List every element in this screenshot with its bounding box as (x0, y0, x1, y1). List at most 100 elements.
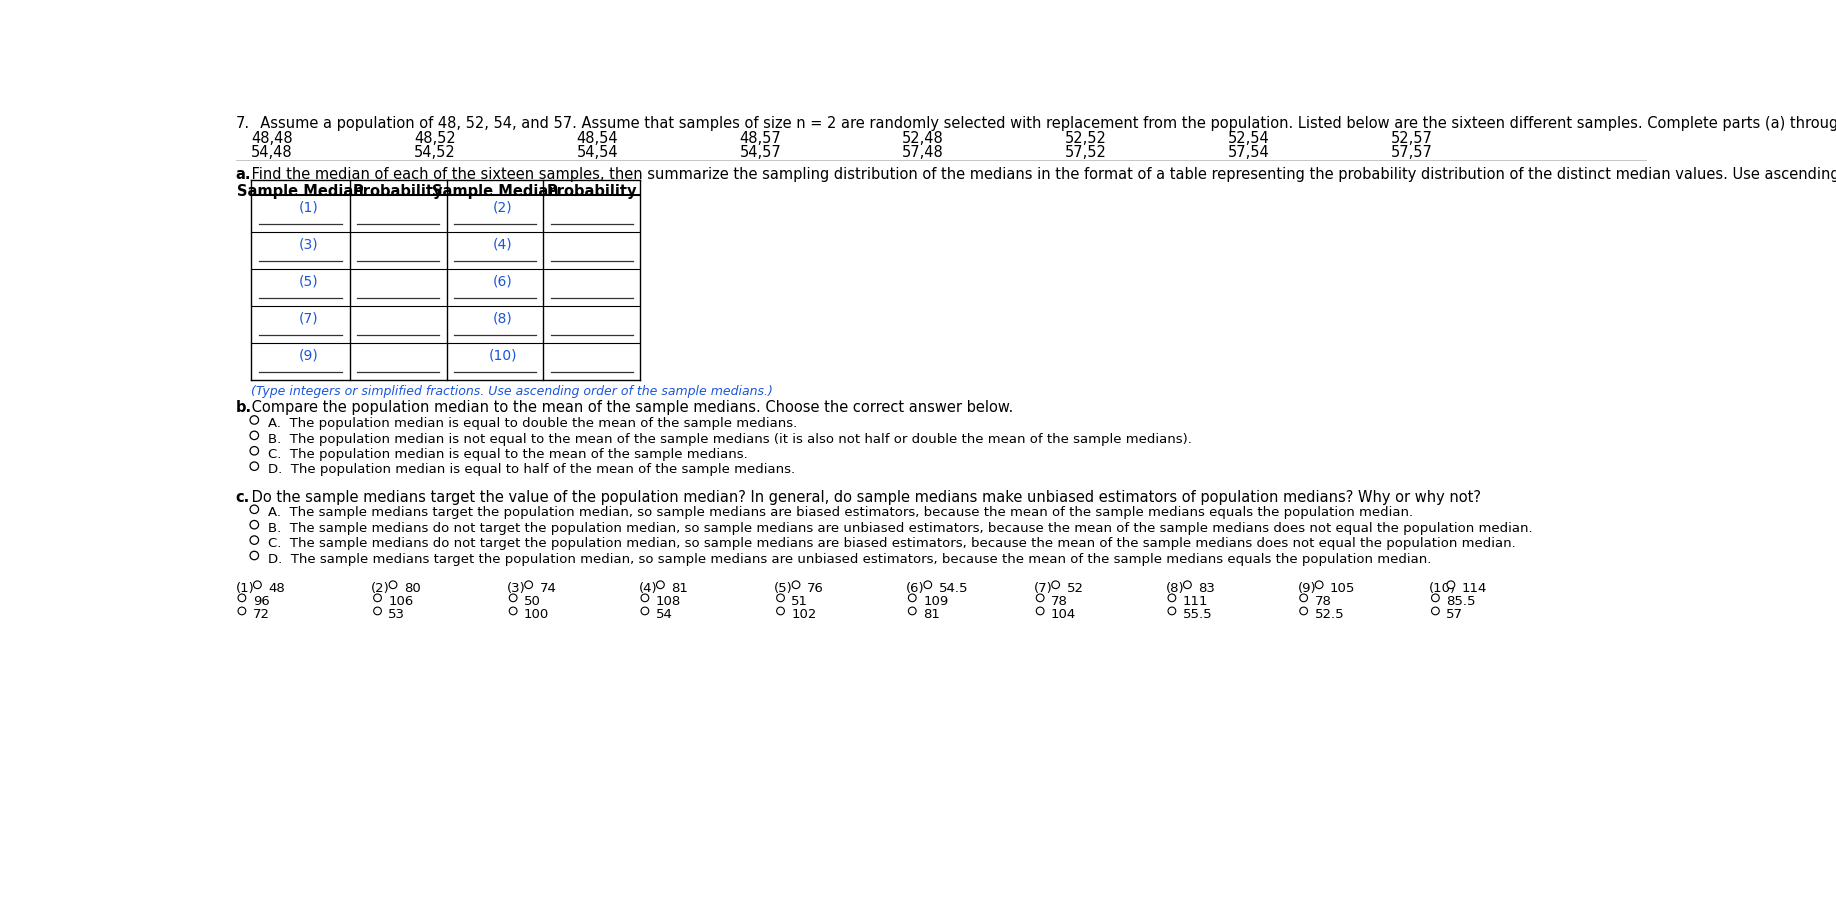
Text: D.  The population median is equal to half of the mean of the sample medians.: D. The population median is equal to hal… (268, 463, 795, 475)
Text: 74: 74 (540, 581, 556, 594)
Circle shape (1315, 581, 1324, 589)
Text: (7): (7) (299, 311, 318, 326)
Text: 54,54: 54,54 (577, 145, 619, 161)
Circle shape (239, 607, 246, 615)
Text: 109: 109 (924, 594, 949, 607)
Circle shape (1036, 607, 1045, 615)
Text: 104: 104 (1050, 607, 1076, 621)
Circle shape (777, 607, 784, 615)
Text: 108: 108 (655, 594, 681, 607)
Text: 52,54: 52,54 (1228, 132, 1269, 146)
Text: b.: b. (235, 400, 252, 415)
Circle shape (657, 581, 665, 589)
Text: 78: 78 (1050, 594, 1069, 607)
Text: 48,52: 48,52 (413, 132, 455, 146)
Text: (9): (9) (297, 348, 318, 363)
Text: B.  The sample medians do not target the population median, so sample medians ar: B. The sample medians do not target the … (268, 521, 1533, 534)
Text: 81: 81 (924, 607, 940, 621)
Text: C.  The population median is equal to the mean of the sample medians.: C. The population median is equal to the… (268, 447, 747, 460)
Circle shape (777, 594, 784, 602)
Circle shape (250, 463, 259, 471)
Text: 48,54: 48,54 (577, 132, 619, 146)
Text: (8): (8) (492, 311, 512, 326)
Circle shape (239, 594, 246, 602)
Text: Probability: Probability (547, 184, 637, 198)
Text: 57,48: 57,48 (901, 145, 944, 161)
Circle shape (1300, 607, 1307, 615)
Circle shape (375, 607, 382, 615)
Text: (6): (6) (492, 274, 512, 289)
Text: Assume a population of 48, 52, 54, and 57. Assume that samples of size n = 2 are: Assume a population of 48, 52, 54, and 5… (252, 116, 1836, 131)
Text: 114: 114 (1461, 581, 1487, 594)
Text: 50: 50 (523, 594, 542, 607)
Text: (2): (2) (371, 581, 389, 594)
Text: 7.: 7. (235, 116, 250, 131)
Text: 52,52: 52,52 (1065, 132, 1107, 146)
Text: 54,57: 54,57 (740, 145, 780, 161)
Circle shape (909, 594, 916, 602)
Circle shape (924, 581, 931, 589)
Text: 100: 100 (523, 607, 549, 621)
Text: 105: 105 (1329, 581, 1355, 594)
Text: 72: 72 (253, 607, 270, 621)
Circle shape (1168, 594, 1175, 602)
Circle shape (389, 581, 397, 589)
Circle shape (250, 520, 259, 529)
Text: 53: 53 (389, 607, 406, 621)
Circle shape (250, 447, 259, 456)
Circle shape (1036, 594, 1045, 602)
Text: (1): (1) (297, 200, 318, 215)
Circle shape (641, 594, 648, 602)
Circle shape (1052, 581, 1059, 589)
Circle shape (1300, 594, 1307, 602)
Text: 54.5: 54.5 (938, 581, 968, 594)
Text: (3): (3) (299, 237, 318, 252)
Text: Sample Median: Sample Median (431, 184, 558, 198)
Text: 52,48: 52,48 (901, 132, 944, 146)
Circle shape (1447, 581, 1454, 589)
Circle shape (253, 581, 261, 589)
Text: 76: 76 (806, 581, 824, 594)
Text: 51: 51 (791, 594, 808, 607)
Text: (3): (3) (507, 581, 525, 594)
Text: c.: c. (235, 489, 250, 504)
Text: (6): (6) (907, 581, 925, 594)
Text: (2): (2) (492, 200, 512, 215)
Text: 57,57: 57,57 (1390, 145, 1432, 161)
Text: (10): (10) (488, 348, 518, 363)
Text: (8): (8) (1166, 581, 1184, 594)
Text: 85.5: 85.5 (1447, 594, 1476, 607)
Text: Compare the population median to the mean of the sample medians. Choose the corr: Compare the population median to the mea… (246, 400, 1013, 415)
Circle shape (791, 581, 800, 589)
Circle shape (250, 417, 259, 425)
Circle shape (909, 607, 916, 615)
Text: Sample Median: Sample Median (237, 184, 364, 198)
Text: (7): (7) (1034, 581, 1052, 594)
Text: 55.5: 55.5 (1182, 607, 1212, 621)
Circle shape (1168, 607, 1175, 615)
Circle shape (525, 581, 532, 589)
Text: C.  The sample medians do not target the population median, so sample medians ar: C. The sample medians do not target the … (268, 537, 1517, 549)
Text: 78: 78 (1315, 594, 1331, 607)
Text: Do the sample medians target the value of the population median? In general, do : Do the sample medians target the value o… (246, 489, 1480, 504)
Text: (9): (9) (1298, 581, 1316, 594)
Circle shape (250, 537, 259, 545)
Text: (10): (10) (1428, 581, 1456, 594)
Text: 106: 106 (389, 594, 413, 607)
Circle shape (250, 505, 259, 514)
Text: 57,52: 57,52 (1065, 145, 1107, 161)
Text: (5): (5) (775, 581, 793, 594)
Text: 54,52: 54,52 (413, 145, 455, 161)
Text: 48,48: 48,48 (252, 132, 292, 146)
Circle shape (1432, 607, 1439, 615)
Circle shape (250, 552, 259, 560)
Text: 111: 111 (1182, 594, 1208, 607)
Text: (5): (5) (299, 274, 318, 289)
Text: (4): (4) (492, 237, 512, 252)
Text: 48: 48 (268, 581, 285, 594)
Circle shape (250, 432, 259, 440)
Circle shape (509, 607, 518, 615)
Circle shape (375, 594, 382, 602)
Text: D.  The sample medians target the population median, so sample medians are unbia: D. The sample medians target the populat… (268, 552, 1432, 565)
Text: 80: 80 (404, 581, 420, 594)
